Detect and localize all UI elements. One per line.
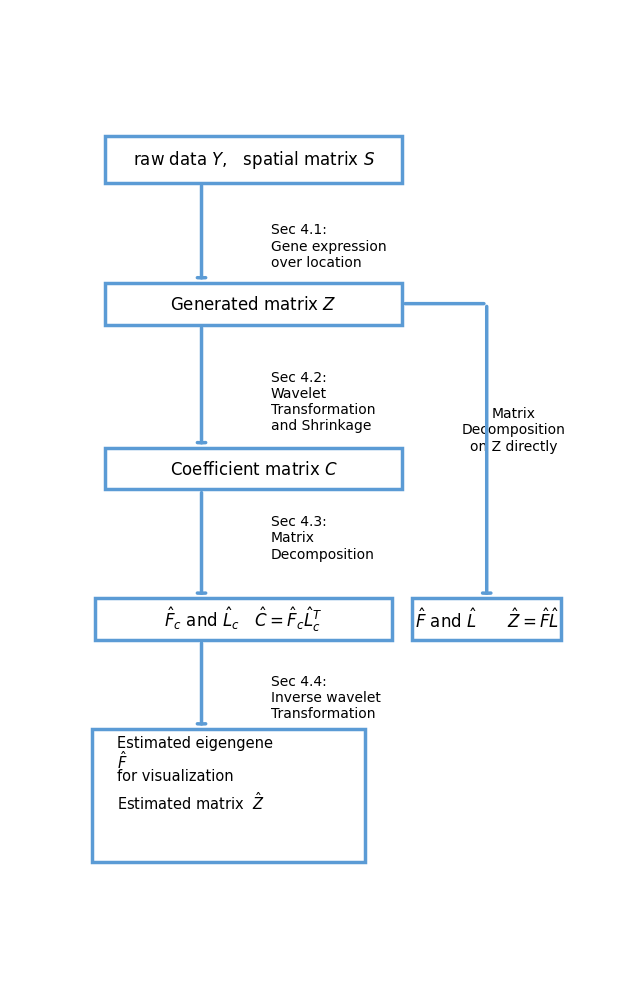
Text: Sec 4.4:
Inverse wavelet
Transformation: Sec 4.4: Inverse wavelet Transformation <box>271 674 381 721</box>
FancyBboxPatch shape <box>105 136 403 183</box>
Text: Sec 4.1:
Gene expression
over location: Sec 4.1: Gene expression over location <box>271 223 387 269</box>
Text: Generated matrix $Z$: Generated matrix $Z$ <box>170 296 337 314</box>
Text: Estimated matrix  $\hat{Z}$: Estimated matrix $\hat{Z}$ <box>117 791 265 812</box>
Text: Coefficient matrix $C$: Coefficient matrix $C$ <box>170 460 337 478</box>
FancyBboxPatch shape <box>412 599 561 640</box>
Text: for visualization: for visualization <box>117 768 234 783</box>
Text: Matrix
Decomposition
on Z directly: Matrix Decomposition on Z directly <box>462 407 566 454</box>
FancyBboxPatch shape <box>105 449 403 490</box>
Text: $\hat{F}$ and $\hat{L}$      $\hat{Z} = \hat{F}\hat{L}$: $\hat{F}$ and $\hat{L}$ $\hat{Z} = \hat{… <box>415 607 559 631</box>
Text: raw data $Y$,   spatial matrix $S$: raw data $Y$, spatial matrix $S$ <box>132 149 374 171</box>
FancyBboxPatch shape <box>92 729 365 862</box>
Text: Estimated eigengene: Estimated eigengene <box>117 735 273 750</box>
FancyBboxPatch shape <box>105 283 403 325</box>
Text: $\hat{F}_c$ and $\hat{L}_c$   $\hat{C} = \hat{F}_c\hat{L}_c^T$: $\hat{F}_c$ and $\hat{L}_c$ $\hat{C} = \… <box>164 605 323 634</box>
Text: Sec 4.2:
Wavelet
Transformation
and Shrinkage: Sec 4.2: Wavelet Transformation and Shri… <box>271 371 376 433</box>
FancyBboxPatch shape <box>95 599 392 640</box>
Text: Sec 4.3:
Matrix
Decomposition: Sec 4.3: Matrix Decomposition <box>271 515 375 561</box>
Text: $\hat{F}$: $\hat{F}$ <box>117 749 128 771</box>
